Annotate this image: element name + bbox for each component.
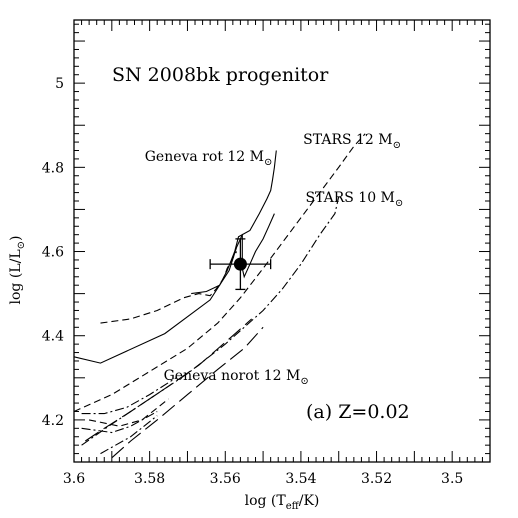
x-tick-label: 3.52 <box>361 471 392 487</box>
track-label-1: Geneva rot 12 M⊙ <box>145 149 273 168</box>
x-tick-label: 3.56 <box>210 471 241 487</box>
x-axis-label-sub: eff <box>286 501 300 512</box>
panel-label: (a) Z=0.02 <box>306 401 410 423</box>
progenitor-observation <box>209 238 272 291</box>
track-line-4 <box>100 251 238 324</box>
x-tick-label: 3.58 <box>134 471 165 487</box>
sun-symbol: ⊙ <box>395 198 403 209</box>
x-tick-label: 3.6 <box>63 471 85 487</box>
x-axis-label: log (Teff/K) <box>245 493 320 512</box>
track-label-text: Geneva rot 12 M <box>145 149 264 165</box>
sun-symbol: ⊙ <box>300 376 308 387</box>
y-tick-label: 5 <box>55 76 64 92</box>
track-line-2 <box>191 213 275 295</box>
track-line-5 <box>81 196 340 446</box>
sun-symbol: ⊙ <box>264 157 272 168</box>
y-axis-label-suffix: ) <box>8 236 24 241</box>
track-label-2: STARS 12 M⊙ <box>303 132 401 151</box>
observation-marker <box>233 257 247 271</box>
track-label-4: Geneva norot 12 M⊙ <box>164 368 309 387</box>
evolution-tracks <box>73 133 366 459</box>
track-labels: Geneva rot 12 M⊙STARS 12 M⊙STARS 10 M⊙Ge… <box>145 132 404 387</box>
track-label-text: STARS 12 M <box>303 132 392 148</box>
y-axis-label-prefix: log (L/L <box>8 249 24 304</box>
track-line-8 <box>81 377 177 415</box>
track-line-9 <box>81 411 158 434</box>
track-label-3: STARS 10 M⊙ <box>305 190 403 209</box>
tick-marks <box>73 20 491 463</box>
y-tick-label: 4.2 <box>42 413 64 429</box>
plot-frame <box>73 19 491 463</box>
y-tick-label: 4.8 <box>42 160 64 176</box>
chart-title: SN 2008bk progenitor <box>112 64 329 86</box>
sun-symbol: ⊙ <box>393 140 401 151</box>
y-axis-label-sun: ⊙ <box>16 241 27 249</box>
tick-labels: 3.6 3.58 3.56 3.54 3.52 3.5 4.2 4.4 4.6 4.8 5 <box>42 76 464 487</box>
x-axis-label-suffix: /K) <box>299 493 320 509</box>
track-line-3 <box>73 133 366 413</box>
track-label-text: Geneva norot 12 M <box>164 368 301 384</box>
y-tick-label: 4.6 <box>42 245 64 261</box>
track-line-6 <box>84 318 253 442</box>
track-line-10 <box>88 398 169 427</box>
track-label-text: STARS 10 M <box>305 190 394 206</box>
track-line-7 <box>111 326 264 459</box>
x-tick-label: 3.54 <box>285 471 316 487</box>
track-line-1 <box>73 150 277 364</box>
x-axis-label-prefix: log (T <box>245 493 287 509</box>
y-axis-label: log (L/L⊙) <box>8 236 27 305</box>
track-line-11 <box>100 415 158 455</box>
y-tick-label: 4.4 <box>42 329 64 345</box>
x-tick-label: 3.5 <box>441 471 463 487</box>
